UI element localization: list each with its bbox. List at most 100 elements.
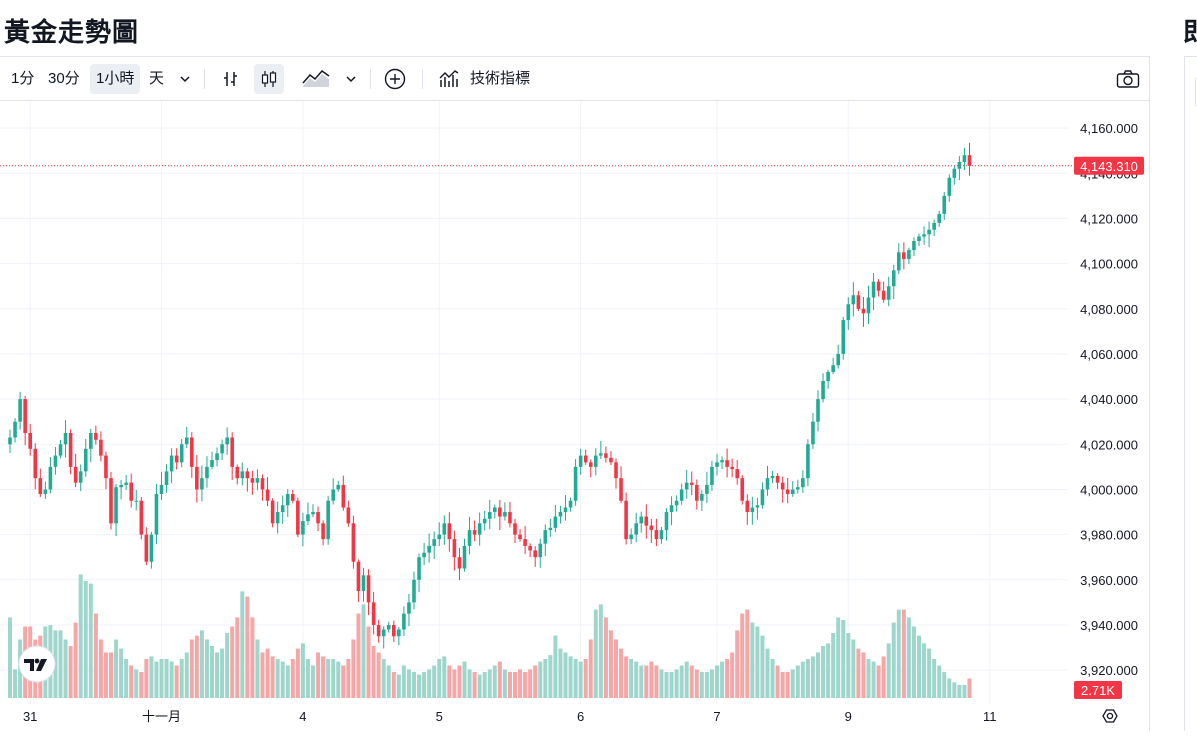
volume-bar [482, 672, 487, 698]
candle-body [467, 530, 472, 546]
candle-body [725, 460, 729, 467]
x-axis: 31 十一月 4 5 6 7 9 11 [23, 709, 996, 724]
interval-dropdown-chevron-icon[interactable] [170, 64, 200, 94]
volume-bar [194, 635, 199, 698]
volume-bar [432, 665, 437, 698]
volume-bar [538, 661, 543, 698]
volume-bar [275, 659, 280, 698]
candle-body [498, 507, 502, 517]
volume-bar [184, 652, 189, 698]
volume-bar [341, 665, 346, 698]
candle-body [285, 493, 290, 506]
candle-body [674, 500, 679, 506]
candle-body [578, 455, 583, 467]
volume-bar [588, 639, 593, 698]
volume-bar [144, 659, 149, 698]
volume-bar [58, 630, 63, 698]
indicators-icon[interactable] [434, 64, 464, 94]
volume-bar [664, 672, 669, 698]
candle-body [947, 177, 952, 196]
volume-bar [68, 646, 73, 698]
interval-1min-button[interactable]: 1分 [11, 70, 35, 87]
volume-bar [659, 669, 664, 698]
volume-bar [846, 633, 851, 698]
interval-day-button[interactable]: 天 [149, 70, 165, 87]
candle-body [38, 478, 43, 494]
volume-bar [816, 652, 820, 698]
volume-bar [88, 583, 93, 698]
volume-bar [103, 652, 108, 698]
volume-bar [326, 659, 331, 698]
volume-bar [669, 672, 674, 698]
candle-body [346, 507, 351, 524]
candle-body [841, 320, 846, 354]
candle-body [533, 550, 537, 558]
volume-bar [492, 665, 497, 698]
volume-bar [654, 665, 659, 698]
volume-bar [396, 674, 401, 698]
candle-body [902, 252, 906, 260]
candle-chart-style-icon[interactable] [254, 64, 284, 94]
volume-bar [558, 648, 563, 698]
volume-bar [543, 659, 548, 698]
candle-body [952, 168, 957, 178]
volume-bar [866, 659, 871, 698]
tradingview-logo[interactable] [18, 645, 56, 683]
chart-area[interactable]: 4,160.0004,140.0004,120.0004,100.0004,08… [0, 101, 1149, 732]
candle-body [583, 455, 588, 463]
candle-body [462, 545, 467, 569]
volume-bar [513, 672, 517, 698]
volume-bar [780, 672, 785, 698]
interval-30min-button[interactable]: 30分 [48, 70, 80, 87]
candle-body [811, 421, 815, 445]
volume-bar [361, 604, 366, 698]
volume-bar [795, 665, 800, 698]
candle-body [78, 471, 83, 483]
candle-body [225, 437, 229, 445]
volume-bar [856, 648, 861, 698]
volume-bar [947, 678, 952, 698]
indicators-button[interactable]: 技術指標 [470, 70, 531, 87]
volume-bar [452, 669, 457, 698]
candle-body [765, 478, 770, 490]
candle-body [427, 545, 431, 553]
volume-bar [568, 656, 573, 698]
candle-body [821, 381, 825, 400]
candle-body [18, 399, 22, 422]
camera-snapshot-icon[interactable] [1113, 64, 1143, 94]
volume-bar [381, 659, 386, 698]
compare-add-icon[interactable] [380, 64, 410, 94]
candle-body [629, 534, 633, 540]
candle-body [563, 507, 568, 513]
chart-style-dropdown-chevron-icon[interactable] [336, 64, 366, 94]
volume-bar [720, 661, 725, 698]
settings-gear-icon[interactable] [1102, 709, 1118, 723]
volume-bar [608, 630, 613, 698]
candle-body [119, 484, 123, 488]
candle-body [871, 281, 876, 298]
y-tick-label: 4,060.000 [1080, 347, 1138, 362]
y-tick-label: 3,960.000 [1080, 573, 1138, 588]
interval-1hour-button[interactable]: 1小時 [90, 64, 141, 94]
volume-bar [164, 659, 169, 698]
area-chart-style-icon[interactable] [299, 64, 333, 94]
volume-bar [472, 672, 477, 698]
volume-bar [750, 622, 755, 698]
bar-chart-style-icon[interactable] [216, 64, 246, 94]
candle-body [826, 372, 830, 382]
volume-bar [619, 648, 624, 698]
volume-bar [346, 659, 351, 698]
candle-body [922, 234, 926, 237]
volume-bar [841, 620, 846, 698]
volume-bar [952, 682, 957, 698]
volume-bar [674, 669, 679, 698]
x-tick-label: 11 [983, 709, 997, 724]
last-volume-label: 2.71K [1081, 683, 1115, 698]
volume-bar [401, 665, 406, 698]
volume-bar [240, 591, 245, 698]
candlestick-chart[interactable]: 4,160.0004,140.0004,120.0004,100.0004,08… [0, 101, 1149, 732]
candle-body [659, 530, 664, 540]
volume-bar [704, 672, 709, 698]
candle-body [68, 432, 73, 467]
candle-body [109, 478, 113, 524]
